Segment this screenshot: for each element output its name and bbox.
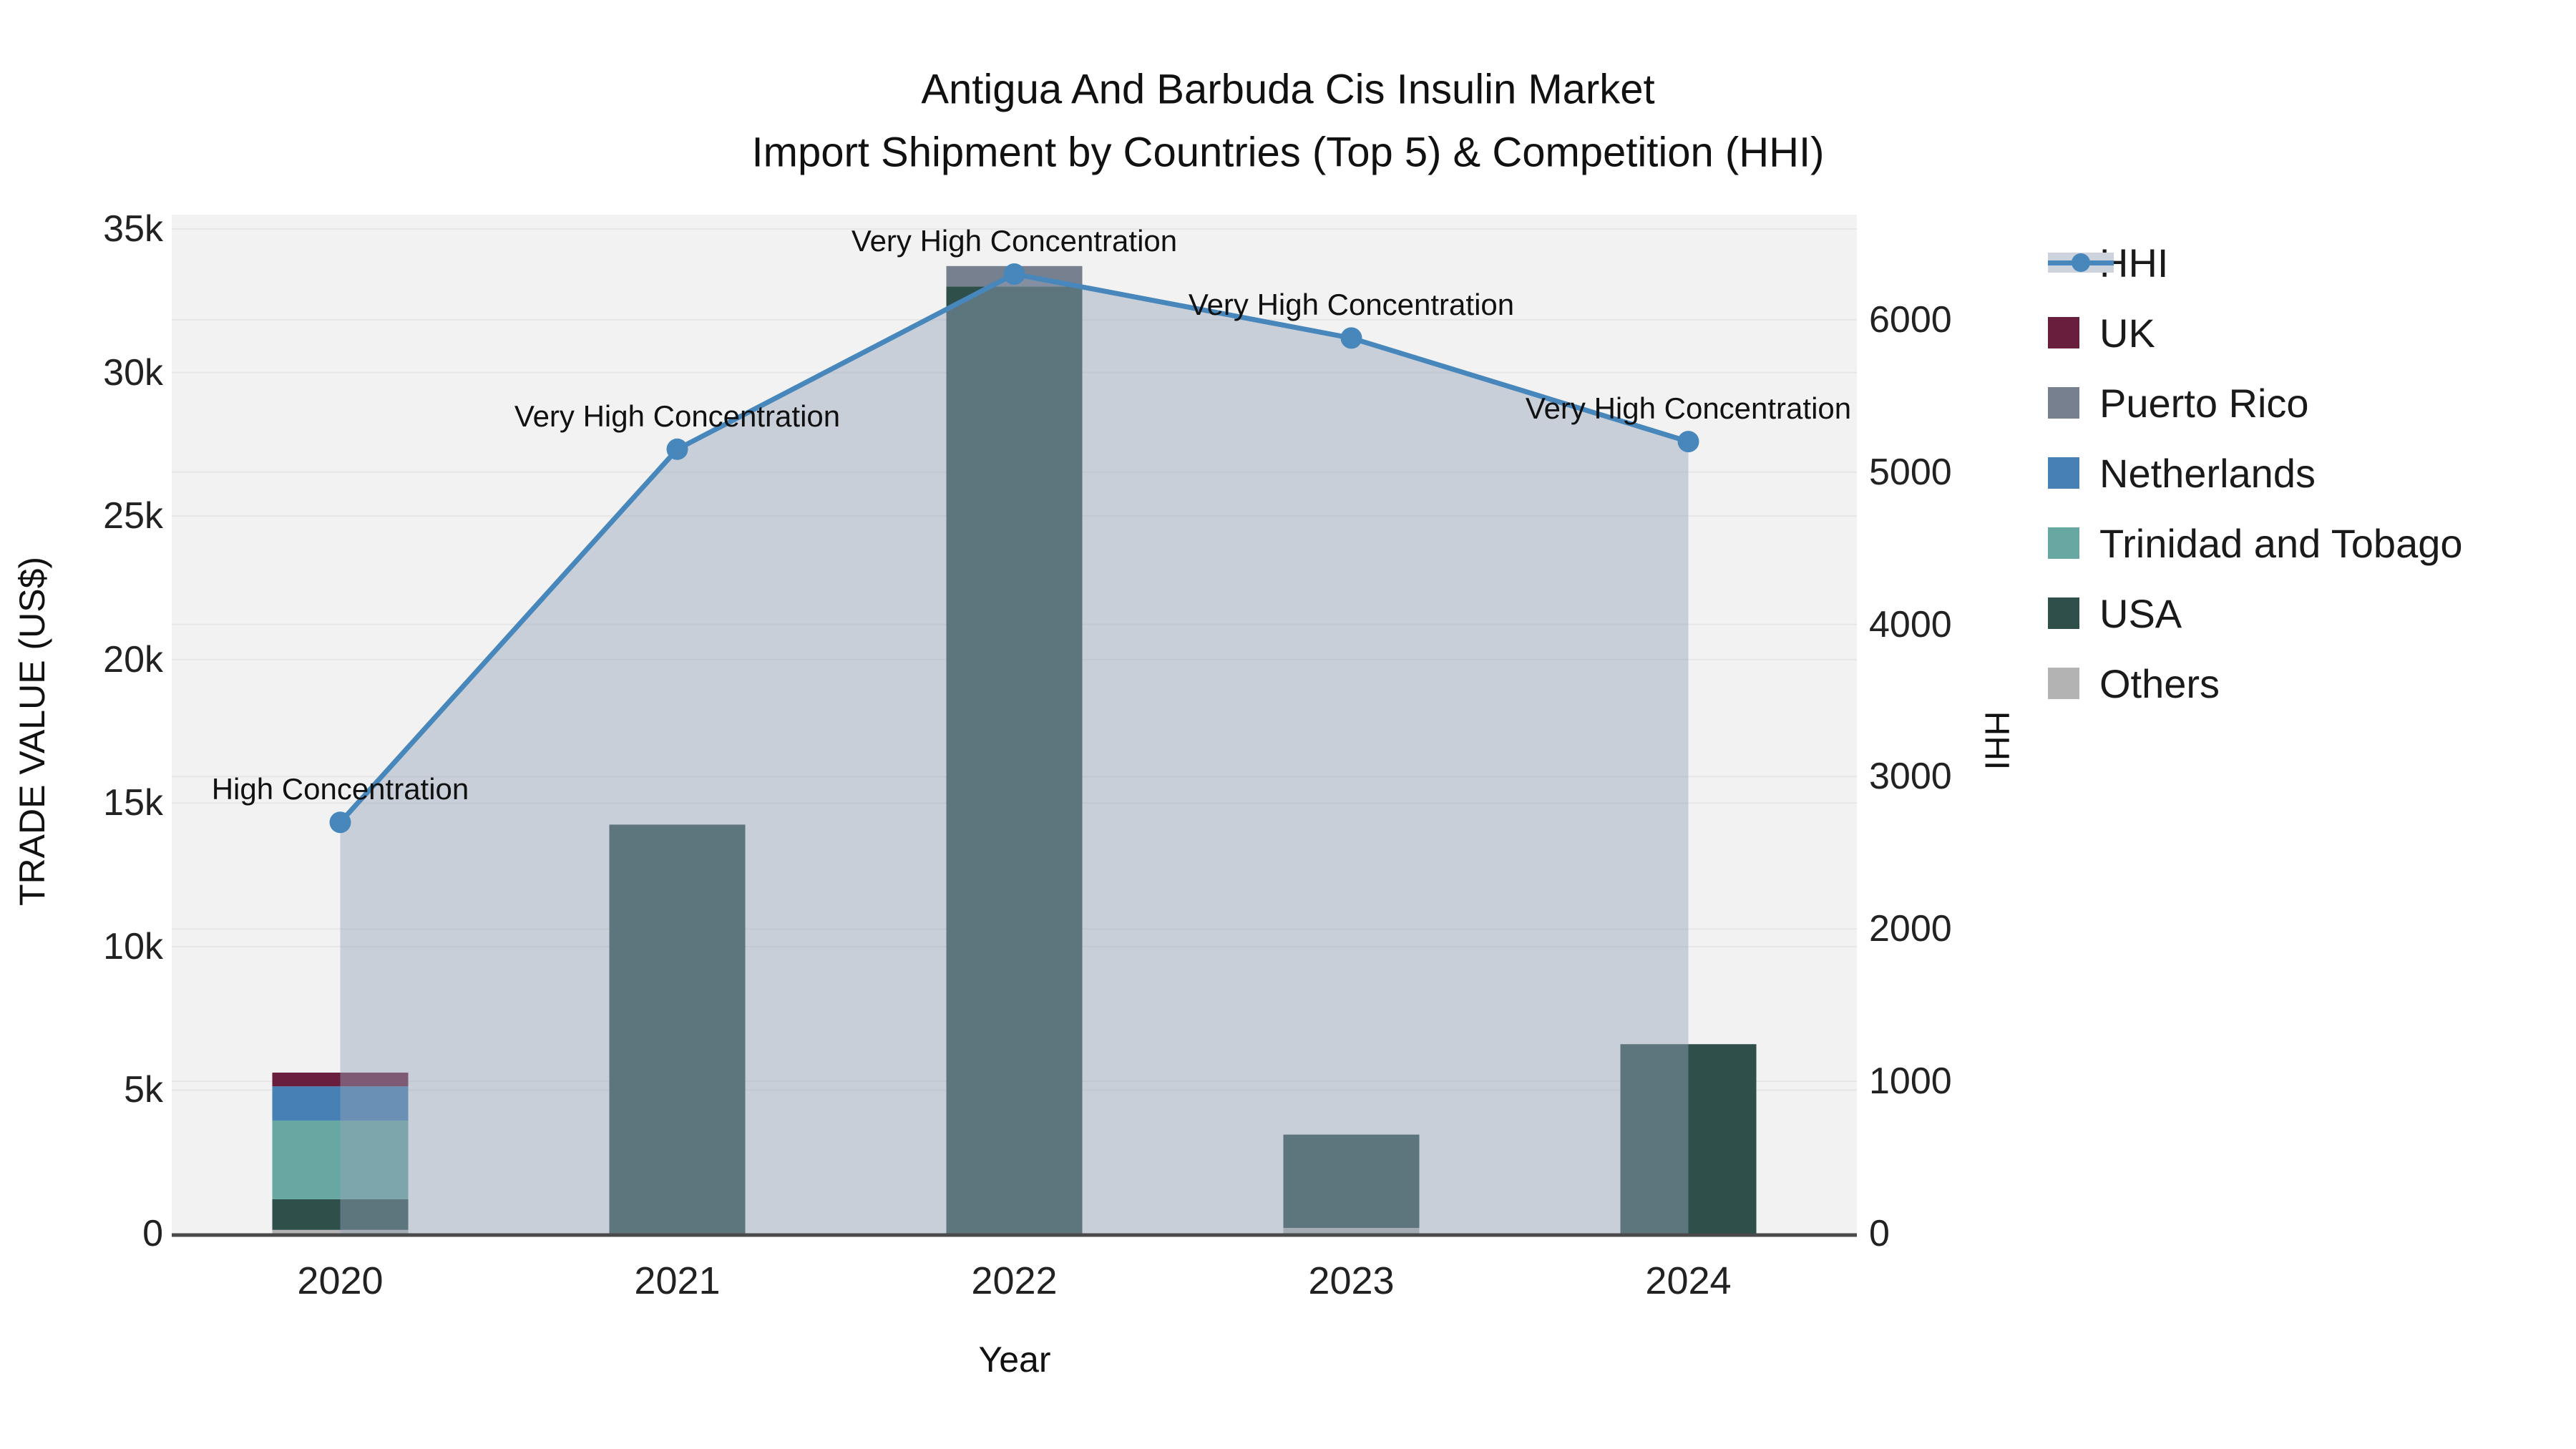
left-axis-title: TRADE VALUE (US$) (12, 556, 52, 907)
left-tick-label: 0 (142, 1213, 163, 1254)
bar-segment-uk (272, 1072, 409, 1087)
legend-item-others[interactable]: Others (2048, 648, 2463, 718)
x-tick-label: 2020 (297, 1259, 384, 1302)
legend-label: Trinidad and Tobago (2099, 520, 2463, 566)
left-tick-label: 15k (103, 782, 163, 824)
legend-label: UK (2099, 310, 2155, 356)
left-tick-label: 5k (124, 1069, 163, 1111)
legend-line-swatch (2048, 247, 2114, 278)
right-axis-title: HHI (1977, 711, 2016, 771)
legend-item-puerto-rico[interactable]: Puerto Rico (2048, 368, 2463, 438)
legend: HHI UK Puerto Rico Netherlands Trinidad and … (2048, 228, 2463, 718)
right-tick-label: 5000 (1869, 451, 1952, 493)
bar-segment-usa (272, 1199, 409, 1230)
left-tick-label: 35k (103, 208, 163, 250)
hhi-area (340, 274, 1689, 1234)
bar-segment-others (1283, 1227, 1420, 1234)
bar-segment-others (272, 1229, 409, 1234)
bar-segment-usa (1620, 1044, 1757, 1234)
legend-color-swatch (2048, 668, 2079, 699)
right-tick-label: 6000 (1869, 298, 1952, 341)
left-tick-label: 20k (103, 638, 163, 680)
left-tick-label: 25k (103, 495, 163, 537)
legend-item-netherlands[interactable]: Netherlands (2048, 438, 2463, 508)
bar-segment-usa (1283, 1134, 1420, 1228)
bar-segment-netherlands (272, 1086, 409, 1121)
right-tick-label: 2000 (1869, 908, 1952, 950)
bar-segment-usa (946, 286, 1083, 1234)
hhi-marker (1003, 263, 1025, 286)
left-tick-label: 30k (103, 351, 163, 394)
right-tick-label: 4000 (1869, 603, 1952, 645)
chart-title-line1: Antigua And Barbuda Cis Insulin Market (921, 66, 1655, 113)
hhi-marker (329, 811, 351, 834)
legend-label: Puerto Rico (2099, 380, 2309, 426)
right-tick-label: 1000 (1869, 1060, 1952, 1103)
legend-color-swatch (2048, 457, 2079, 489)
left-tick-label: 10k (103, 925, 163, 967)
x-tick-label: 2023 (1308, 1259, 1395, 1302)
x-tick-label: 2021 (634, 1259, 721, 1302)
legend-item-trinidad-and-tobago[interactable]: Trinidad and Tobago (2048, 508, 2463, 578)
legend-color-swatch (2048, 387, 2079, 419)
legend-label: Netherlands (2099, 450, 2316, 496)
hhi-annotation: Very High Concentration (851, 224, 1178, 258)
legend-color-swatch (2048, 597, 2079, 629)
hhi-marker (666, 438, 688, 460)
legend-color-swatch (2048, 527, 2079, 559)
bar-segment-usa (609, 824, 746, 1234)
hhi-marker (1677, 431, 1699, 453)
bar-segment-trinidad-and-tobago (272, 1120, 409, 1199)
right-tick-label: 0 (1869, 1213, 1890, 1254)
legend-item-hhi[interactable]: HHI (2048, 228, 2463, 298)
chart-title-line2: Import Shipment by Countries (Top 5) & C… (751, 129, 1825, 176)
x-axis-title: Year (978, 1340, 1051, 1380)
legend-item-uk[interactable]: UK (2048, 298, 2463, 368)
x-tick-label: 2024 (1645, 1259, 1732, 1302)
right-tick-label: 3000 (1869, 756, 1952, 798)
legend-label: USA (2099, 590, 2182, 636)
x-tick-label: 2022 (971, 1259, 1058, 1302)
hhi-annotation: Very High Concentration (514, 399, 841, 433)
hhi-annotation: Very High Concentration (1525, 391, 1852, 426)
hhi-annotation: High Concentration (211, 772, 469, 806)
legend-color-swatch (2048, 317, 2079, 348)
legend-label: Others (2099, 660, 2220, 706)
hhi-annotation: Very High Concentration (1188, 288, 1515, 322)
hhi-marker (1340, 327, 1362, 349)
legend-item-usa[interactable]: USA (2048, 578, 2463, 648)
